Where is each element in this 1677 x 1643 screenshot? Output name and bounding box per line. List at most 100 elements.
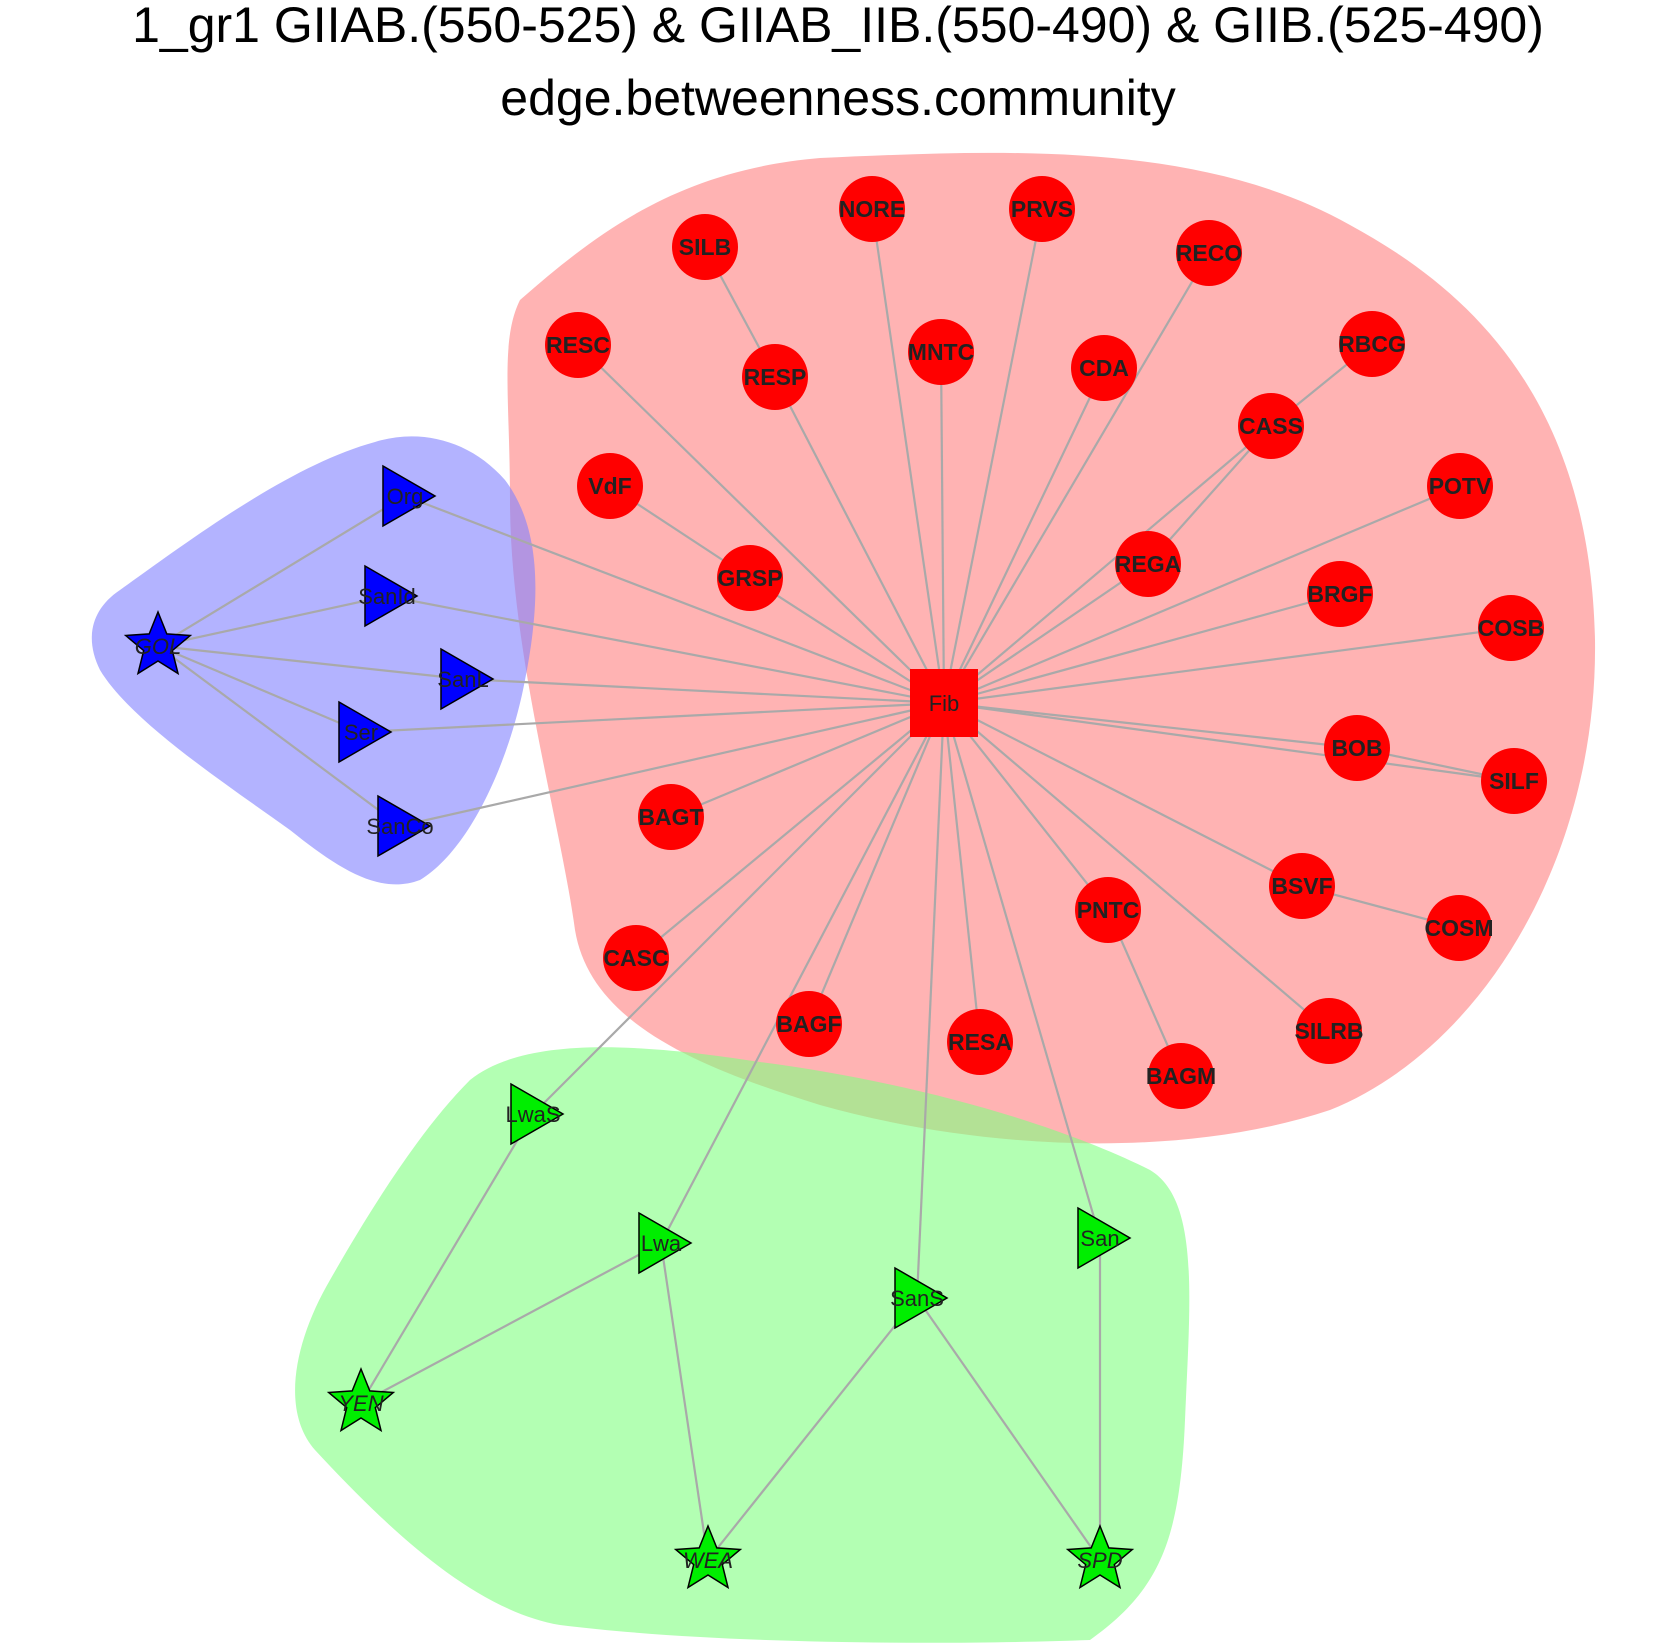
node-casc-label: CASC: [603, 945, 668, 971]
community-hull-blue: [91, 436, 536, 885]
node-prvs: PRVS: [1009, 176, 1075, 242]
node-resa: RESA: [947, 1009, 1013, 1075]
node-vdf-shape: [577, 453, 643, 519]
node-lwa: Lwa: [638, 1211, 693, 1275]
edge-fib-cosb: [943, 626, 1512, 705]
node-cda: CDA: [1071, 335, 1137, 401]
node-pntc-shape: [1075, 877, 1141, 943]
node-bagt-label: BAGT: [638, 804, 703, 830]
node-reco: RECO: [1176, 220, 1242, 286]
node-yen-shape: [326, 1366, 396, 1433]
nodes: Fib NORE PRVS SILB RECO RESC MNTC CDA RBCG RESP CA…: [123, 176, 1547, 1590]
edge-fib-sans: [915, 702, 946, 1299]
node-silrb-shape: [1296, 998, 1362, 1064]
node-pntc-label: PNTC: [1077, 897, 1140, 923]
node-brgf-label: BRGF: [1307, 581, 1372, 607]
edge-fib-bsvf: [943, 702, 1303, 887]
edge-fib-cda: [943, 367, 1105, 704]
node-potv-shape: [1427, 453, 1493, 519]
node-sanl-label: SanL: [437, 667, 488, 692]
node-sans-shape: [894, 1266, 949, 1330]
node-fib-label: Fib: [929, 691, 960, 716]
node-silf-label: SILF: [1489, 768, 1539, 794]
node-silb-shape: [672, 214, 738, 280]
node-sanid-shape: [364, 564, 419, 628]
node-resc-shape: [545, 312, 611, 378]
node-san-label: San: [1080, 1226, 1119, 1251]
node-bagt: BAGT: [638, 784, 704, 850]
node-yen-label: YEN: [338, 1391, 383, 1416]
edge-fib-cass: [943, 425, 1272, 704]
edge-fib-sanl: [462, 677, 945, 705]
edge-sans-wea: [707, 1297, 918, 1561]
node-bsvf-shape: [1269, 853, 1335, 919]
node-reco-label: RECO: [1176, 240, 1242, 266]
node-sanco-shape: [377, 794, 432, 858]
node-rbcg-shape: [1339, 311, 1405, 377]
node-cosb-label: COSB: [1478, 615, 1544, 641]
node-fib-shape: [910, 669, 978, 737]
edge-fib-sanco: [399, 701, 945, 828]
node-rega: REGA: [1115, 531, 1181, 597]
node-org-label: Org: [387, 484, 424, 509]
node-casc: CASC: [603, 925, 669, 991]
node-bagf-label: BAGF: [776, 1011, 841, 1037]
node-resa-label: RESA: [948, 1029, 1012, 1055]
edge-lwa-wea: [659, 1242, 710, 1561]
node-resp-label: RESP: [744, 364, 807, 390]
node-resc: RESC: [545, 312, 611, 378]
community-hull-red: [507, 152, 1596, 1144]
node-ser: Ser: [338, 700, 393, 764]
edge-fib-reco: [943, 252, 1210, 704]
edge-fib-bagf: [807, 702, 946, 1025]
edge-fib-silf: [943, 701, 1515, 783]
node-resa-shape: [947, 1009, 1013, 1075]
edge-gol-ser: [157, 644, 362, 734]
node-reco-shape: [1176, 220, 1242, 286]
node-resp-shape: [742, 344, 808, 410]
node-brgf: BRGF: [1307, 561, 1373, 627]
node-bagm-label: BAGM: [1146, 1063, 1216, 1089]
node-silb: SILB: [672, 214, 738, 280]
node-potv-label: POTV: [1429, 473, 1492, 499]
node-sanco-label: SanCo: [366, 814, 433, 839]
node-rega-shape: [1115, 531, 1181, 597]
node-san: San: [1077, 1206, 1132, 1270]
node-nore: NORE: [839, 176, 905, 242]
node-bob-label: BOB: [1331, 735, 1382, 761]
node-bagf-shape: [776, 991, 842, 1057]
node-fib: Fib: [910, 669, 978, 737]
node-sanl: SanL: [437, 647, 495, 711]
node-mntc-shape: [908, 319, 974, 385]
edge-fib-nore: [870, 208, 946, 704]
edge-fib-prvs: [942, 208, 1044, 704]
node-cda-label: CDA: [1079, 355, 1129, 381]
edge-fib-org: [404, 494, 945, 705]
node-bsvf: BSVF: [1269, 853, 1335, 919]
edge-fib-casc: [635, 702, 945, 959]
node-bagm-shape: [1148, 1043, 1214, 1109]
edge-fib-ser: [360, 701, 945, 734]
node-rbcg-label: RBCG: [1338, 331, 1406, 357]
node-org-shape: [382, 464, 437, 528]
node-grsp-label: GRSP: [717, 565, 782, 591]
node-prvs-label: PRVS: [1011, 196, 1073, 222]
node-gol-shape: [123, 609, 193, 676]
title-line-2: edge.betweenness.community: [500, 70, 1175, 126]
node-mntc: MNTC: [908, 319, 974, 385]
node-brgf-shape: [1307, 561, 1373, 627]
node-silrb-label: SILRB: [1295, 1018, 1364, 1044]
edge-fib-silrb: [943, 702, 1330, 1032]
title-line-1: 1_gr1 GIIAB.(550-525) & GIIAB_IIB.(550-4…: [132, 0, 1544, 53]
node-lwas: LwaS: [505, 1082, 565, 1146]
node-wea-shape: [673, 1523, 743, 1590]
node-wea-label: WEA: [683, 1548, 733, 1573]
node-bsvf-label: BSVF: [1271, 873, 1332, 899]
node-org: Org: [382, 464, 437, 528]
node-bagm: BAGM: [1146, 1043, 1216, 1109]
node-silb-label: SILB: [679, 234, 731, 260]
edge-lwas-yen: [360, 1113, 534, 1404]
node-cosb: COSB: [1478, 595, 1544, 661]
node-nore-shape: [839, 176, 905, 242]
